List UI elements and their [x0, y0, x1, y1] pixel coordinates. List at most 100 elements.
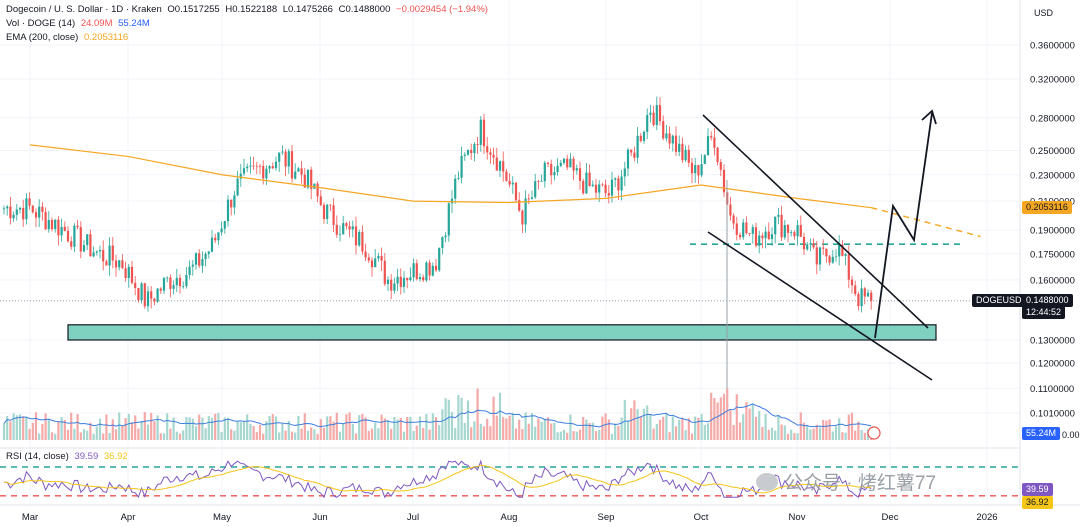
candle-body: [761, 235, 764, 239]
candle-body: [678, 143, 681, 152]
wedge-upper-line: [702, 114, 929, 329]
volume-bar: [671, 416, 674, 440]
volume-bar: [546, 417, 550, 440]
candle-body: [530, 197, 534, 199]
volume-bar: [166, 413, 169, 440]
volume-legend[interactable]: Vol · DOGE (14) 24.09M 55.24M: [6, 18, 153, 30]
volume-bar: [742, 414, 745, 440]
volume-bar: [633, 400, 636, 440]
volume-bar: [402, 431, 406, 440]
candle-body: [476, 144, 479, 145]
ohlc-high: H0.1522188: [225, 4, 278, 15]
candle-body: [780, 214, 783, 238]
candle-body: [710, 136, 713, 138]
volume-bar: [66, 429, 70, 440]
candle-body: [201, 259, 204, 266]
volume-bar: [38, 433, 41, 440]
candle-body: [12, 214, 15, 219]
ohlc-change: −0.0029454 (−1.94%): [396, 4, 488, 15]
candle-body: [665, 133, 668, 139]
candle-body: [870, 292, 873, 301]
y-axis-tick-label: 0.1010000: [1030, 409, 1075, 420]
candle-body: [594, 184, 598, 193]
volume-bar: [841, 432, 844, 440]
candle-body: [38, 206, 41, 218]
volume-bar: [345, 414, 348, 440]
wedge-lower-line: [707, 231, 933, 381]
volume-bar: [108, 432, 111, 440]
volume-bar: [604, 413, 607, 440]
candle-body: [319, 196, 322, 205]
candle-body: [396, 276, 399, 284]
x-axis-tick-label: Dec: [882, 512, 899, 523]
volume-bar: [47, 419, 50, 440]
volume-bar: [521, 429, 524, 440]
candle-body: [796, 225, 799, 237]
candle-body: [566, 158, 569, 168]
currency-label: USD: [1034, 8, 1054, 18]
candle-body: [412, 263, 415, 278]
candle-body: [111, 245, 114, 261]
candle-body: [492, 154, 495, 158]
volume-bar: [863, 432, 866, 440]
volume-bar: [764, 413, 767, 440]
volume-bar: [553, 422, 556, 440]
candle-body: [438, 248, 441, 271]
rsi-legend[interactable]: RSI (14, close) 39.59 36.92: [6, 451, 131, 463]
volume-bar: [284, 430, 287, 440]
volume-bar: [198, 414, 201, 440]
volume-bar: [150, 413, 153, 440]
candle-body: [684, 149, 687, 161]
volume-bar: [252, 425, 255, 440]
candle-body: [18, 207, 22, 210]
candle-body: [687, 149, 690, 163]
candle-body: [82, 245, 86, 252]
volume-bar: [217, 412, 220, 440]
volume-bar: [668, 432, 671, 440]
volume-bar: [79, 432, 82, 440]
volume-bar: [738, 422, 742, 440]
volume-bar: [134, 415, 137, 440]
x-axis-tick-label: Apr: [121, 512, 136, 523]
rsi-ma-legend-value: 36.92: [103, 451, 128, 462]
candle-body: [226, 199, 230, 222]
candle-body: [66, 230, 70, 242]
candle-body: [777, 214, 780, 217]
candle-body: [486, 146, 489, 153]
candle-body: [60, 226, 63, 236]
candle-body: [828, 256, 831, 263]
volume-bar: [268, 416, 271, 440]
symbol-title[interactable]: Dogecoin / U. S. Dollar · 1D · Kraken: [6, 4, 162, 15]
volume-bar: [44, 413, 47, 440]
candle-body: [748, 233, 751, 234]
candle-body: [233, 195, 236, 208]
volume-bar: [406, 416, 409, 440]
countdown-tag: 12:44:52: [1022, 306, 1066, 319]
x-axis-tick-label: 2026: [976, 512, 997, 523]
candle-body: [310, 169, 313, 189]
ema-legend[interactable]: EMA (200, close) 0.2053116: [6, 32, 131, 44]
volume-bar: [204, 428, 207, 440]
volume-bar: [396, 419, 399, 440]
volume-bar: [665, 413, 668, 440]
candle-body: [326, 204, 329, 219]
volume-bar: [159, 433, 162, 440]
candle-body: [735, 223, 738, 235]
volume-bar: [9, 421, 12, 440]
ema-200-line: [29, 144, 872, 209]
volume-bar: [610, 433, 614, 440]
candle-body: [799, 225, 802, 237]
candle-body: [489, 152, 492, 155]
volume-bar: [626, 421, 630, 440]
candle-body: [105, 261, 108, 266]
volume-bar: [502, 417, 505, 440]
volume-bar: [2, 423, 6, 440]
volume-bar: [601, 416, 604, 440]
volume-bar: [102, 433, 105, 440]
candle-body: [630, 149, 633, 153]
candle-body: [162, 278, 166, 291]
volume-bar: [540, 421, 543, 440]
x-axis-tick-label: Jun: [312, 512, 327, 523]
volume-bar: [127, 414, 130, 440]
